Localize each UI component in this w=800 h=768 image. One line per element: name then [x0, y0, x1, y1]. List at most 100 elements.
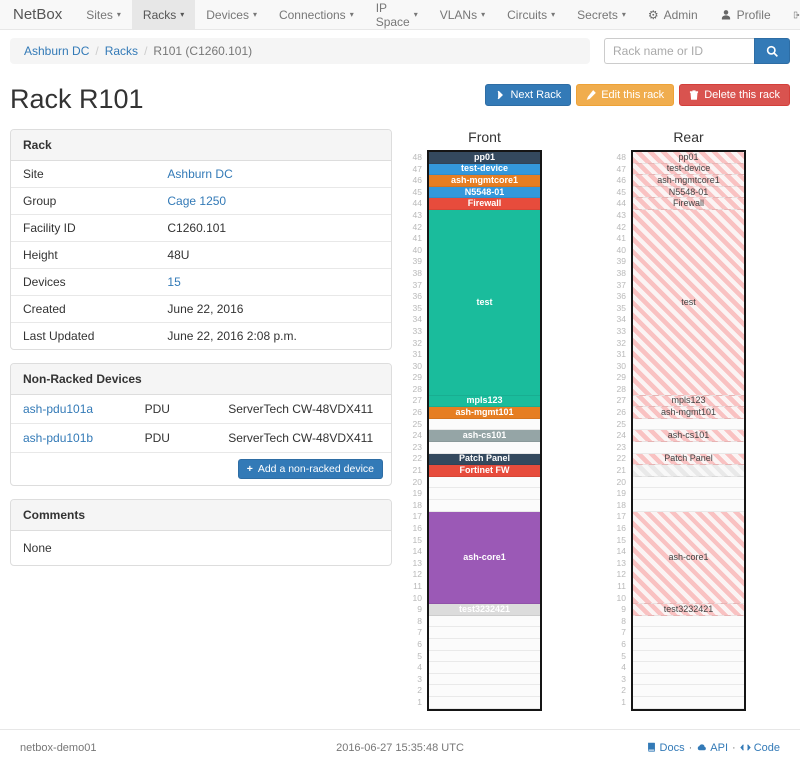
- rack-device-test[interactable]: test: [633, 209, 744, 396]
- nav-item-secrets[interactable]: Secrets ▾: [577, 7, 626, 22]
- nav-item-connections[interactable]: Connections ▾: [278, 7, 354, 22]
- rack-device-ash-mgmt101[interactable]: ash-mgmt101: [633, 407, 744, 419]
- next-rack-button[interactable]: Next Rack: [485, 84, 572, 106]
- device-link-ash-pdu101a[interactable]: ash-pdu101a: [23, 402, 94, 416]
- rack-unit-empty: [633, 476, 744, 489]
- rack-unit-empty: [429, 662, 540, 674]
- field-value-link[interactable]: Ashburn DC: [167, 167, 233, 181]
- rack-device-firewall[interactable]: Firewall: [429, 198, 540, 210]
- nav-item-admin[interactable]: ⚙ Admin: [647, 7, 698, 22]
- rack-unit-empty: [633, 662, 744, 674]
- unit-number: 38: [412, 267, 422, 278]
- rack-device-label: ash-core1: [463, 551, 506, 562]
- rack-device-label: test3232421: [458, 604, 511, 615]
- breadcrumb-row: Ashburn DC / Racks / R101 (C1260.101): [10, 38, 790, 64]
- rack-device-ash-mgmtcore1[interactable]: ash-mgmtcore1: [429, 175, 540, 187]
- rack-device-test-device[interactable]: test-device: [633, 163, 744, 176]
- unit-number: 22: [412, 453, 422, 464]
- chevron-down-icon: ▾: [481, 9, 486, 19]
- rack-device-ash-mgmt101[interactable]: ash-mgmt101: [429, 407, 540, 419]
- rack-device-label: test-device: [460, 163, 509, 174]
- chevron-down-icon: ▾: [349, 9, 354, 19]
- add-non-racked-device-button[interactable]: + Add a non-racked device: [237, 459, 383, 479]
- delete-rack-button[interactable]: Delete this rack: [679, 84, 790, 106]
- device-link-ash-pdu101b[interactable]: ash-pdu101b: [23, 431, 94, 445]
- chevron-down-icon: ▾: [413, 9, 418, 19]
- footer-code-link[interactable]: Code: [739, 742, 780, 754]
- unit-number: 37: [412, 279, 422, 290]
- nav-item-sites[interactable]: Sites ▾: [86, 7, 121, 22]
- rack-device-ash-core1[interactable]: ash-core1: [429, 511, 540, 605]
- rack-device-ash-cs101[interactable]: ash-cs101: [633, 430, 744, 442]
- unit-number: 25: [616, 418, 626, 429]
- rack-device-label: pp01: [473, 152, 495, 162]
- non-racked-device-row: ash-pdu101b PDU ServerTech CW-48VDX411: [11, 423, 391, 452]
- rack-device-mpls123[interactable]: mpls123: [633, 395, 744, 408]
- nav-item-ip-space[interactable]: IP Space ▾: [375, 0, 418, 29]
- unit-number: 26: [616, 407, 626, 418]
- brand-netbox[interactable]: NetBox: [13, 6, 63, 23]
- trash-icon: [690, 90, 699, 100]
- rack-unit-empty: [429, 650, 540, 663]
- field-value-link[interactable]: 15: [167, 275, 181, 289]
- rack-device-patch-panel[interactable]: Patch Panel: [429, 453, 540, 466]
- rack-unit-empty: [429, 697, 540, 709]
- nav-item-profile[interactable]: Profile: [709, 0, 782, 29]
- breadcrumb-racks[interactable]: Racks: [104, 44, 139, 58]
- rack-device-fortinet-fw[interactable]: Fortinet FW: [429, 465, 540, 477]
- rack-device-test[interactable]: test: [429, 209, 540, 396]
- search-input[interactable]: [604, 38, 754, 64]
- logout-icon: [793, 11, 800, 18]
- rack-unit-empty: [429, 627, 540, 640]
- rack-device-pp01[interactable]: pp01: [429, 152, 540, 164]
- rack-device-n5548-01[interactable]: N5548-01: [429, 186, 540, 199]
- rack-device-ash-mgmtcore1[interactable]: ash-mgmtcore1: [633, 175, 744, 187]
- nav-item-vlans[interactable]: VLANs ▾: [439, 7, 486, 22]
- rack-device-test3232421[interactable]: test3232421: [429, 604, 540, 616]
- cloud-icon: [698, 744, 707, 751]
- nav-item-circuits[interactable]: Circuits ▾: [507, 7, 556, 22]
- rack-device-test3232421[interactable]: test3232421: [633, 604, 744, 616]
- breadcrumb-site[interactable]: Ashburn DC: [24, 44, 90, 58]
- non-racked-title: Non-Racked Devices: [11, 364, 391, 395]
- unit-number: 19: [412, 488, 422, 499]
- rack-device-patch-panel[interactable]: Patch Panel: [633, 453, 744, 466]
- nav-item-devices[interactable]: Devices ▾: [206, 7, 257, 22]
- gear-icon: ⚙: [647, 7, 659, 22]
- rack-device-ash-core1[interactable]: ash-core1: [633, 511, 744, 605]
- rack-device-test-device[interactable]: test-device: [429, 163, 540, 176]
- rack-device-label: ash-mgmtcore1: [657, 175, 720, 185]
- unit-number: 10: [616, 592, 626, 603]
- search-button[interactable]: [754, 38, 790, 64]
- unit-number: 27: [616, 395, 626, 406]
- rack-panel: Rack Site Ashburn DC Group Cage 1250 Facilit…: [10, 129, 392, 350]
- rack-device-label: ash-cs101: [462, 430, 507, 441]
- rack-device-n5548-01[interactable]: N5548-01: [633, 186, 744, 199]
- unit-number: 39: [616, 256, 626, 267]
- unit-number: 38: [616, 267, 626, 278]
- nav-item-racks[interactable]: Racks ▾: [131, 0, 196, 29]
- rack-unit-empty: [429, 418, 540, 431]
- nav-item-logout[interactable]: Log out: [782, 0, 800, 29]
- unit-number: 41: [412, 233, 422, 244]
- rack-search: [604, 38, 790, 64]
- field-value-link[interactable]: Cage 1250: [167, 194, 227, 208]
- rack-info-row-height: Height 48U: [11, 241, 391, 268]
- comments-panel: Comments None: [10, 499, 392, 566]
- rack-device-pp01[interactable]: pp01: [633, 152, 744, 164]
- rack-unit-empty: [633, 673, 744, 686]
- rack-device-mpls123[interactable]: mpls123: [429, 395, 540, 408]
- unit-number: 36: [412, 291, 422, 302]
- breadcrumb: Ashburn DC / Racks / R101 (C1260.101): [10, 38, 590, 64]
- field-label: Height: [23, 248, 58, 262]
- rack-device-firewall[interactable]: Firewall: [633, 198, 744, 210]
- unit-number: 1: [417, 696, 422, 707]
- rack-info-row-facility-id: Facility ID C1260.101: [11, 214, 391, 241]
- edit-rack-button[interactable]: Edit this rack: [576, 84, 675, 106]
- rack-device-label: ash-core1: [668, 551, 709, 562]
- footer-api-link[interactable]: API: [696, 742, 728, 754]
- chevron-down-icon: ▾: [621, 9, 626, 19]
- footer-docs-link[interactable]: Docs: [646, 742, 685, 754]
- field-label: Devices: [23, 275, 66, 289]
- rack-device-ash-cs101[interactable]: ash-cs101: [429, 430, 540, 442]
